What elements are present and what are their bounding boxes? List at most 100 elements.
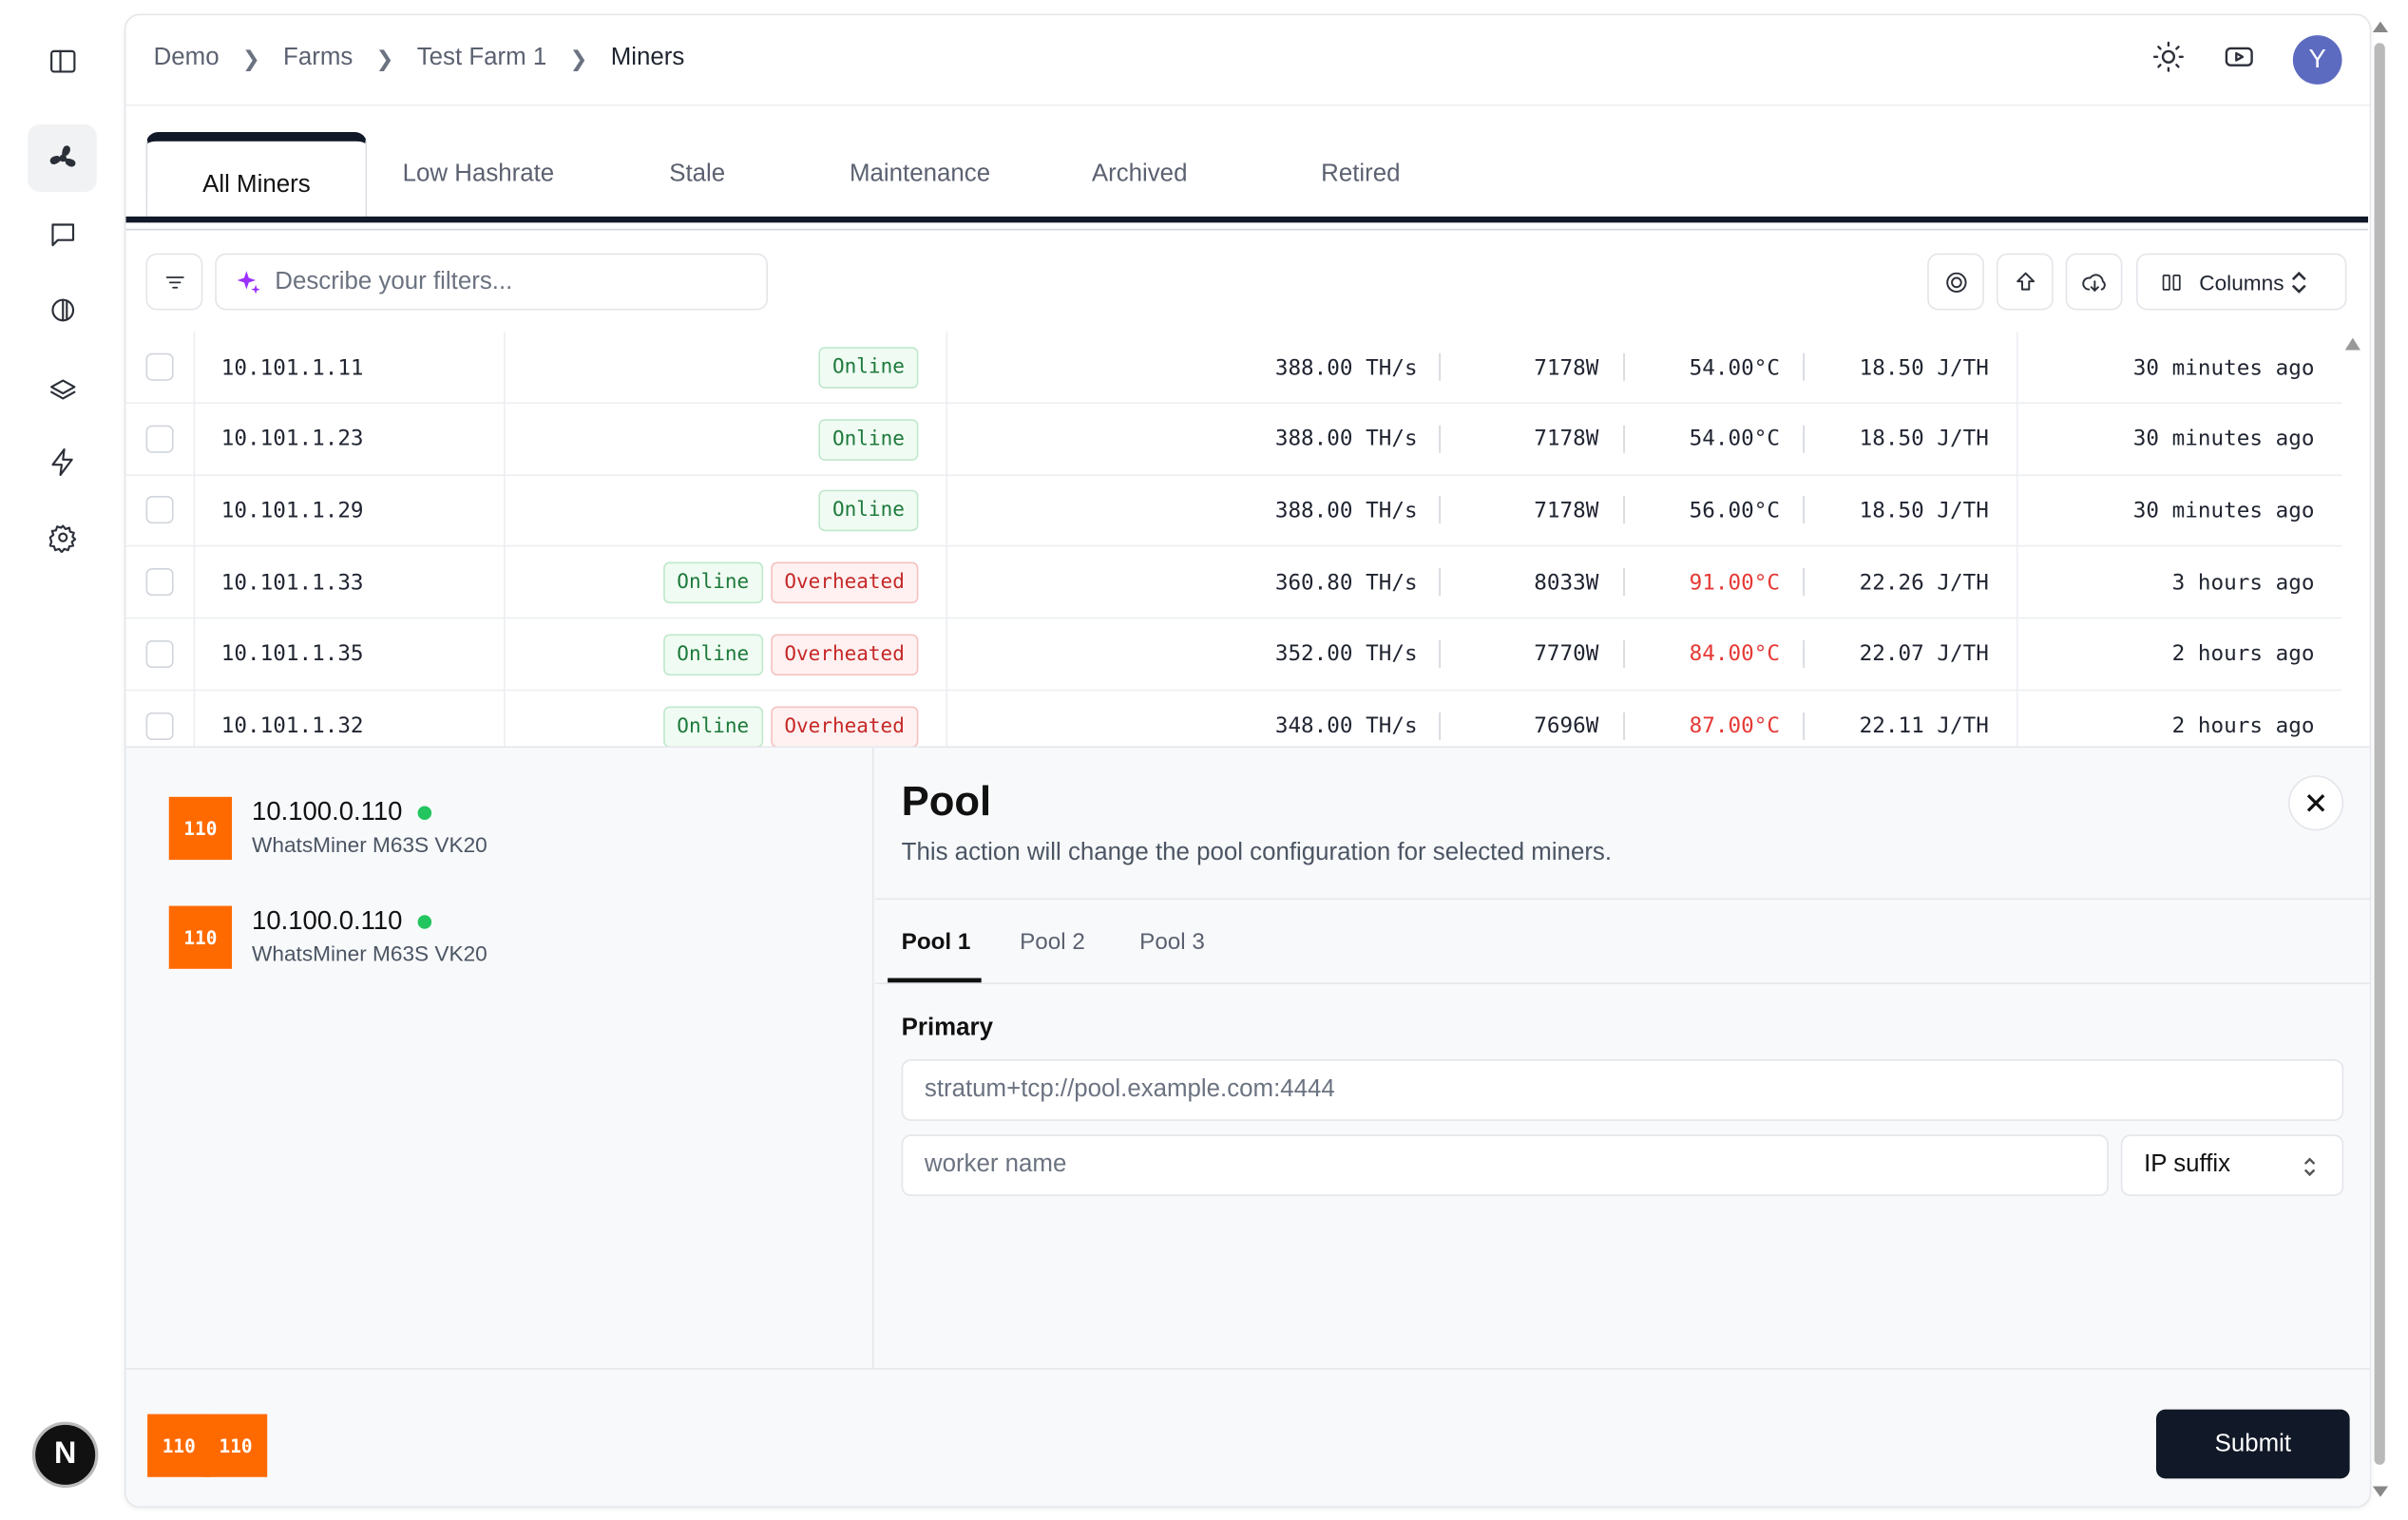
columns-button[interactable]: Columns bbox=[2135, 253, 2347, 311]
sidebar-item-reports[interactable] bbox=[28, 276, 97, 344]
table-row[interactable]: 10.101.1.32 Online Overheated 348.00 TH/s… bbox=[126, 690, 2342, 747]
tab-maintenance[interactable]: Maintenance bbox=[850, 161, 991, 188]
ai-filter-field[interactable] bbox=[215, 253, 769, 311]
selected-miner-item[interactable]: 110 10.100.0.110 WhatsMiner M63S VK20 bbox=[168, 794, 845, 862]
page-scroll-up-icon[interactable] bbox=[2372, 21, 2389, 32]
user-avatar[interactable]: Y bbox=[2292, 35, 2342, 85]
column-divider bbox=[1623, 712, 1625, 740]
tab-stale[interactable]: Stale bbox=[669, 161, 726, 188]
primary-label: Primary bbox=[901, 1015, 993, 1041]
status-badge: Online bbox=[662, 561, 763, 604]
sidebar-item-devices[interactable] bbox=[28, 353, 97, 421]
last-seen-cell: 30 minutes ago bbox=[2132, 355, 2315, 381]
miner-ip-cell[interactable]: 10.101.1.23 bbox=[220, 427, 364, 452]
miner-ip-cell[interactable]: 10.101.1.33 bbox=[220, 570, 364, 596]
hashrate-cell: 360.80 TH/s bbox=[1274, 570, 1418, 596]
efficiency-cell: 22.07 J/TH bbox=[1859, 642, 1989, 667]
row-checkbox[interactable] bbox=[145, 352, 174, 381]
pool-form: Pool This action will change the pool co… bbox=[875, 748, 2370, 1368]
hashrate-cell: 388.00 TH/s bbox=[1274, 427, 1418, 452]
pool-url-input[interactable] bbox=[924, 1075, 2342, 1105]
miner-ip-text: 10.100.0.110 bbox=[252, 796, 403, 826]
main-content: Demo ❯ Farms ❯ Test Farm 1 ❯ Miners Y Al… bbox=[124, 13, 2372, 1509]
table-row[interactable]: 10.101.1.35 Online Overheated 352.00 TH/s… bbox=[125, 618, 2342, 691]
breadcrumb-farms[interactable]: Farms bbox=[283, 44, 354, 71]
worker-name-input[interactable] bbox=[924, 1151, 2108, 1180]
table-row[interactable]: 10.101.1.33 Online Overheated 360.80 TH/s… bbox=[125, 546, 2342, 619]
upload-button[interactable] bbox=[1996, 253, 2054, 311]
miner-ip-cell[interactable]: 10.101.1.11 bbox=[220, 355, 364, 381]
status-badge: Online bbox=[818, 490, 919, 532]
sidebar: N bbox=[0, 0, 126, 1520]
miner-ip-cell[interactable]: 10.101.1.32 bbox=[220, 713, 364, 739]
sidebar-item-power[interactable] bbox=[28, 428, 97, 496]
sidebar-item-messages[interactable] bbox=[28, 201, 97, 269]
selected-miner-item[interactable]: 110 10.100.0.110 WhatsMiner M63S VK20 bbox=[168, 902, 845, 970]
column-divider bbox=[946, 475, 948, 547]
tab-pool-1[interactable]: Pool 1 bbox=[901, 928, 971, 956]
suffix-select[interactable]: IP suffix bbox=[2120, 1134, 2344, 1197]
tab-pool-3[interactable]: Pool 3 bbox=[1139, 928, 1205, 956]
table-row[interactable]: 10.101.1.29 Online 388.00 TH/s 7178W 56.… bbox=[125, 475, 2342, 547]
column-divider bbox=[193, 475, 196, 547]
status-cell: Online Overheated bbox=[504, 547, 919, 619]
table-row[interactable]: 10.101.1.11 Online 388.00 TH/s 7178W 54.… bbox=[125, 332, 2342, 405]
page-scroll-down-icon[interactable] bbox=[2372, 1486, 2389, 1497]
row-checkbox[interactable] bbox=[145, 568, 174, 597]
column-divider bbox=[193, 403, 196, 476]
miner-ip-text: 10.100.0.110 bbox=[252, 905, 403, 936]
column-divider bbox=[946, 546, 948, 619]
temperature-cell: 54.00°C bbox=[1689, 355, 1781, 381]
status-cell: Online bbox=[504, 404, 919, 476]
temperature-cell: 84.00°C bbox=[1689, 642, 1781, 667]
target-button[interactable] bbox=[1927, 253, 1985, 311]
table-row[interactable]: 10.101.1.23 Online 388.00 TH/s 7178W 54.… bbox=[125, 403, 2342, 476]
miners-table: 10.101.1.11 Online 388.00 TH/s 7178W 54.… bbox=[125, 332, 2342, 747]
submit-button[interactable]: Submit bbox=[2156, 1409, 2350, 1479]
fan-icon bbox=[48, 145, 75, 167]
theme-toggle-button[interactable] bbox=[2151, 39, 2186, 81]
tab-all-miners[interactable]: All Miners bbox=[145, 131, 368, 218]
sidebar-toggle-button[interactable] bbox=[28, 28, 97, 95]
column-divider bbox=[1623, 639, 1625, 668]
status-cell: Online bbox=[504, 332, 919, 404]
chevron-right-icon: ❯ bbox=[375, 45, 394, 70]
column-divider bbox=[193, 690, 196, 747]
pool-url-field[interactable] bbox=[901, 1059, 2344, 1121]
row-checkbox[interactable] bbox=[145, 496, 174, 524]
row-checkbox[interactable] bbox=[145, 425, 174, 453]
nav-avatar[interactable]: N bbox=[31, 1421, 99, 1489]
video-button[interactable] bbox=[2222, 39, 2256, 81]
tab-archived[interactable]: Archived bbox=[1091, 161, 1188, 188]
row-checkbox[interactable] bbox=[145, 639, 174, 668]
power-cell: 7696W bbox=[1534, 713, 1599, 739]
sidebar-item-settings[interactable] bbox=[28, 504, 97, 571]
hashrate-cell: 388.00 TH/s bbox=[1274, 499, 1418, 523]
filter-icon bbox=[164, 276, 183, 288]
column-divider bbox=[504, 690, 506, 747]
close-button[interactable] bbox=[2287, 775, 2344, 831]
page-scrollbar[interactable] bbox=[2374, 43, 2385, 1465]
miner-ip-cell[interactable]: 10.101.1.35 bbox=[220, 642, 364, 667]
row-checkbox[interactable] bbox=[145, 712, 174, 740]
temperature-cell: 87.00°C bbox=[1689, 713, 1781, 739]
breadcrumb: Demo ❯ Farms ❯ Test Farm 1 ❯ Miners bbox=[154, 45, 685, 72]
column-divider bbox=[504, 475, 506, 547]
tab-pool-2[interactable]: Pool 2 bbox=[1020, 928, 1085, 956]
breadcrumb-demo[interactable]: Demo bbox=[153, 44, 220, 71]
cloud-sync-button[interactable] bbox=[2065, 253, 2123, 311]
sidebar-item-miners[interactable] bbox=[28, 124, 97, 193]
ai-filter-input[interactable] bbox=[275, 268, 736, 296]
column-divider bbox=[193, 332, 196, 405]
worker-name-field[interactable] bbox=[901, 1134, 2109, 1197]
filter-button[interactable] bbox=[145, 253, 203, 311]
miner-model: WhatsMiner M63S VK20 bbox=[252, 940, 487, 966]
miner-ip-cell[interactable]: 10.101.1.29 bbox=[220, 499, 364, 523]
tab-low-hashrate[interactable]: Low Hashrate bbox=[402, 161, 555, 188]
selected-miners-list: 110 10.100.0.110 WhatsMiner M63S VK20 11… bbox=[126, 748, 874, 1369]
tab-retired[interactable]: Retired bbox=[1321, 161, 1401, 188]
panel-footer: 110 110 Submit bbox=[125, 1368, 2370, 1506]
table-scroll-up-icon[interactable] bbox=[2344, 337, 2360, 351]
breadcrumb-farm[interactable]: Test Farm 1 bbox=[416, 44, 547, 71]
